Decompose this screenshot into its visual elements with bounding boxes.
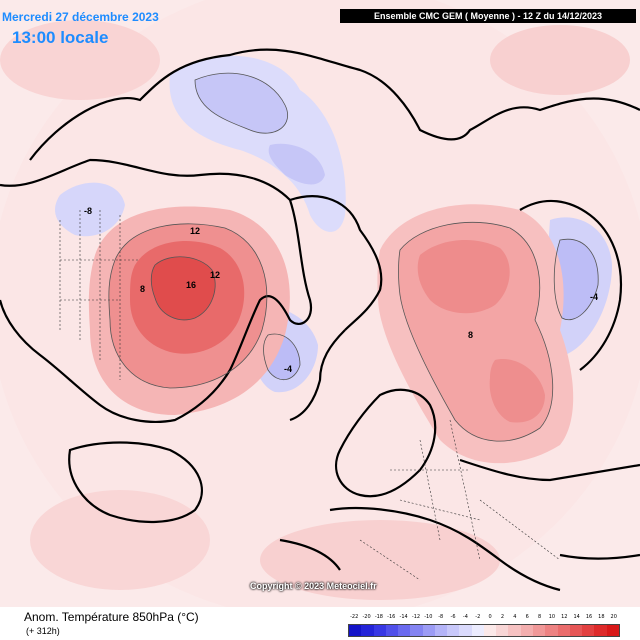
contour-lines (108, 72, 599, 442)
color-legend-tick: -12 (411, 614, 421, 620)
color-legend-tick: -18 (374, 614, 383, 620)
color-legend-tick: 18 (598, 614, 605, 620)
color-legend-swatch (582, 625, 595, 636)
color-legend-tick: 20 (610, 614, 617, 620)
map-canvas: 16 12 12 8 -4 -8 8 -4 (0, 20, 640, 600)
model-run-banner: Ensemble CMC GEM ( Moyenne ) - 12 Z du 1… (340, 9, 636, 23)
contour-label: 8 (468, 330, 473, 340)
color-legend-tick: -14 (399, 614, 408, 620)
color-legend-tick: 8 (537, 614, 542, 620)
color-legend-swatch (349, 625, 362, 636)
color-legend-swatch (471, 625, 484, 636)
color-legend-tick: 4 (513, 614, 517, 620)
color-legend-swatch (410, 625, 423, 636)
color-legend-swatch (594, 625, 607, 636)
contour-label: 16 (186, 280, 196, 290)
color-legend-labels: -22 -20 -18 -16 -14 -12 -10 -8 -6 -4 -2 0 2 4 6 8 10 12 14… (348, 614, 620, 624)
color-legend-swatch (447, 625, 460, 636)
color-legend-tick: -2 (475, 614, 481, 620)
color-legend-swatch (606, 625, 619, 636)
variable-title: Anom. Température 850hPa (°C) (24, 610, 199, 624)
color-legend-swatch (398, 625, 411, 636)
color-legend-tick: -10 (424, 614, 433, 620)
anomaly-field (0, 20, 630, 600)
contour-label: 12 (190, 226, 200, 236)
color-legend-tick: -6 (450, 614, 456, 620)
color-legend-swatch (545, 625, 558, 636)
color-legend-swatch (361, 625, 374, 636)
color-legend-tick: -22 (350, 614, 359, 620)
color-legend-swatch (532, 625, 546, 636)
copyright-notice: Copyright © 2023 Meteociel.fr (250, 581, 377, 591)
color-legend-swatch (557, 625, 570, 636)
color-legend-tick: 14 (573, 614, 580, 620)
contour-label: -8 (84, 206, 92, 216)
map-area: 16 12 12 8 -4 -8 8 -4 Mercredi 27 décemb… (0, 0, 640, 607)
color-legend-tick: 10 (548, 614, 556, 620)
color-legend-swatch (496, 625, 509, 636)
contour-label: 8 (140, 284, 145, 294)
forecast-date: Mercredi 27 décembre 2023 (2, 10, 159, 24)
borders (59, 210, 561, 581)
forecast-range: (+ 312h) (26, 626, 60, 636)
color-legend-tick: 16 (585, 614, 593, 620)
color-legend-swatch (385, 625, 399, 636)
color-legend-tick: -8 (438, 614, 444, 620)
color-legend-tick: -20 (362, 614, 371, 620)
color-legend-swatch (520, 625, 533, 636)
color-legend-swatch (483, 625, 497, 636)
color-legend-tick: -16 (387, 614, 396, 620)
color-legend-swatch (508, 625, 521, 636)
color-legend-tick: 2 (500, 614, 505, 620)
contour-label: -4 (284, 364, 292, 374)
color-legend-tick: 12 (561, 614, 568, 620)
contour-label: 12 (210, 270, 220, 280)
color-legend-swatch (459, 625, 472, 636)
color-legend-swatch (434, 625, 448, 636)
color-legend-swatch (373, 625, 386, 636)
color-legend-tick: -4 (462, 614, 468, 620)
color-legend-tick: 0 (488, 614, 492, 620)
color-legend-tick: 6 (525, 614, 529, 620)
color-legend-swatch (422, 625, 435, 636)
color-legend-swatches (348, 624, 620, 637)
contour-labels: 16 12 12 8 -4 -8 8 -4 (84, 206, 598, 374)
contour-label: -4 (590, 292, 598, 302)
coastlines (0, 48, 640, 592)
forecast-local-time: 13:00 locale (12, 28, 109, 47)
color-legend-swatch (569, 625, 583, 636)
color-legend: -22 -20 -18 -16 -14 -12 -10 -8 -6 -4 -2 0 2 4 6 8 10 12 14… (348, 614, 620, 638)
